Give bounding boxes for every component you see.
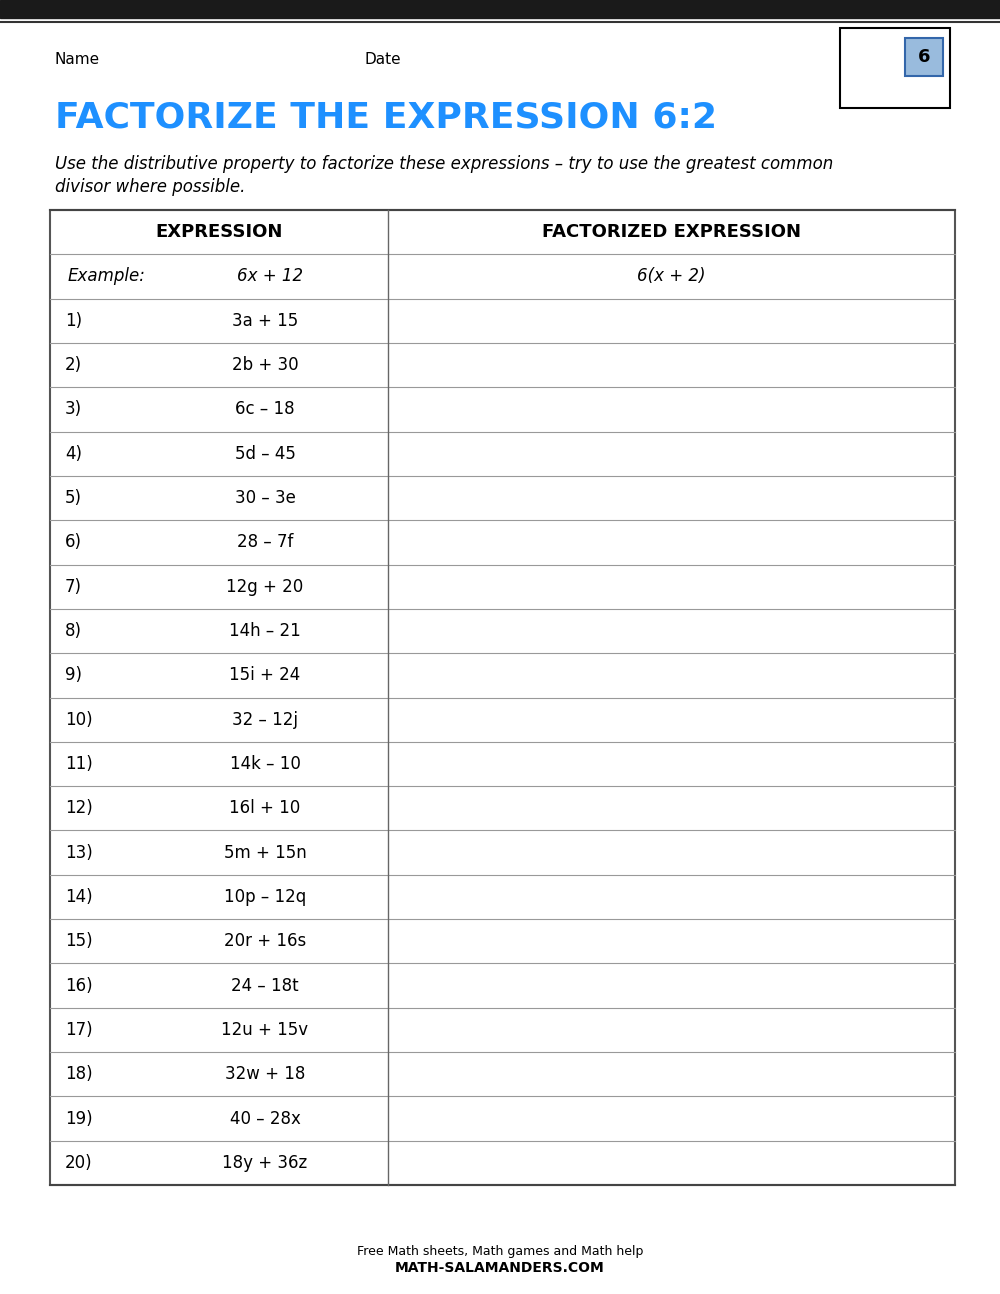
Text: 40 – 28x: 40 – 28x <box>230 1109 300 1127</box>
Text: 2b + 30: 2b + 30 <box>232 356 298 374</box>
Text: 6): 6) <box>65 533 82 551</box>
Text: 6x + 12: 6x + 12 <box>237 268 303 286</box>
Text: FACTORIZE THE EXPRESSION 6:2: FACTORIZE THE EXPRESSION 6:2 <box>55 100 717 135</box>
Text: 30 – 3e: 30 – 3e <box>235 489 295 507</box>
Text: 6(x + 2): 6(x + 2) <box>637 268 706 286</box>
Text: 14): 14) <box>65 888 93 906</box>
Text: Use the distributive property to factorize these expressions – try to use the gr: Use the distributive property to factori… <box>55 155 833 173</box>
Text: 12): 12) <box>65 800 93 818</box>
Text: 3): 3) <box>65 400 82 418</box>
Text: 10): 10) <box>65 710 93 729</box>
Text: 5d – 45: 5d – 45 <box>235 445 295 463</box>
Text: 4): 4) <box>65 445 82 463</box>
Bar <box>905 38 943 76</box>
Bar <box>0 0 1000 18</box>
Text: 32w + 18: 32w + 18 <box>225 1065 305 1083</box>
Text: 20r + 16s: 20r + 16s <box>224 932 306 950</box>
Text: 16): 16) <box>65 977 93 995</box>
Text: 7): 7) <box>65 577 82 595</box>
Text: 12u + 15v: 12u + 15v <box>221 1021 309 1039</box>
Text: 13): 13) <box>65 844 93 862</box>
Text: 6: 6 <box>918 48 930 66</box>
Text: MATH-SALAMANDERS.COM: MATH-SALAMANDERS.COM <box>395 1260 605 1275</box>
Text: 15): 15) <box>65 932 93 950</box>
Text: 17): 17) <box>65 1021 93 1039</box>
Text: EXPRESSION: EXPRESSION <box>155 223 283 241</box>
Text: 20): 20) <box>65 1154 93 1172</box>
Text: 1): 1) <box>65 312 82 330</box>
Text: 16l + 10: 16l + 10 <box>229 800 301 818</box>
Text: 12g + 20: 12g + 20 <box>226 577 304 595</box>
Text: 5m + 15n: 5m + 15n <box>224 844 306 862</box>
Bar <box>50 210 955 1185</box>
Text: 5): 5) <box>65 489 82 507</box>
Text: 19): 19) <box>65 1109 93 1127</box>
Text: 18): 18) <box>65 1065 93 1083</box>
Text: 18y + 36z: 18y + 36z <box>222 1154 308 1172</box>
Text: 6c – 18: 6c – 18 <box>235 400 295 418</box>
Text: 10p – 12q: 10p – 12q <box>224 888 306 906</box>
Text: divisor where possible.: divisor where possible. <box>55 179 245 195</box>
Text: 14k – 10: 14k – 10 <box>230 754 300 773</box>
Text: 8): 8) <box>65 622 82 641</box>
Text: 11): 11) <box>65 754 93 773</box>
Text: FACTORIZED EXPRESSION: FACTORIZED EXPRESSION <box>542 223 801 241</box>
Text: 24 – 18t: 24 – 18t <box>231 977 299 995</box>
Text: 15i + 24: 15i + 24 <box>229 666 301 685</box>
Text: Example:: Example: <box>68 268 146 286</box>
Text: Date: Date <box>365 52 402 67</box>
Text: 9): 9) <box>65 666 82 685</box>
Text: Name: Name <box>55 52 100 67</box>
Text: 28 – 7f: 28 – 7f <box>237 533 293 551</box>
Text: Free Math sheets, Math games and Math help: Free Math sheets, Math games and Math he… <box>357 1245 643 1258</box>
Bar <box>840 28 950 107</box>
Text: 32 – 12j: 32 – 12j <box>232 710 298 729</box>
Text: 2): 2) <box>65 356 82 374</box>
Text: 14h – 21: 14h – 21 <box>229 622 301 641</box>
Text: 3a + 15: 3a + 15 <box>232 312 298 330</box>
